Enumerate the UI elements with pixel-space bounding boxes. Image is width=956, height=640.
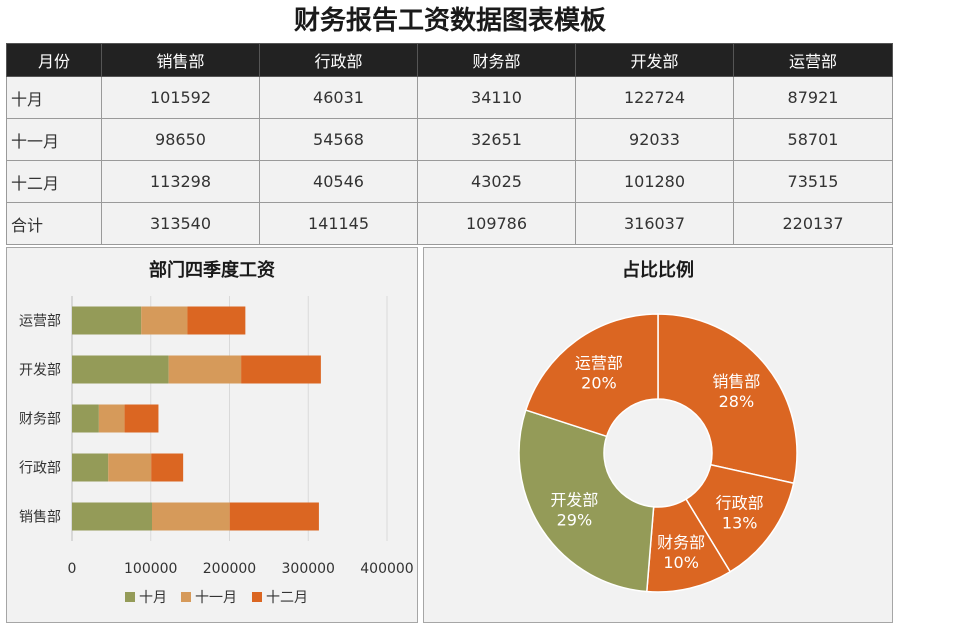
table-cell: 101592 bbox=[101, 76, 260, 119]
table-cell: 54568 bbox=[259, 118, 418, 161]
bar-segment bbox=[151, 453, 184, 482]
table-cell: 109786 bbox=[417, 202, 576, 245]
bar-segment bbox=[72, 453, 109, 482]
table-cell: 87921 bbox=[733, 76, 893, 119]
y-category-label: 财务部 bbox=[19, 412, 61, 428]
table-row: 十二月 113298 40546 43025 101280 73515 bbox=[6, 160, 893, 203]
table-cell: 40546 bbox=[259, 160, 418, 203]
donut-chart-title: 占比比例 bbox=[622, 260, 694, 281]
bar-segment bbox=[72, 404, 99, 433]
table-cell: 313540 bbox=[101, 202, 260, 245]
bar-segment bbox=[141, 306, 188, 335]
donut-slice bbox=[524, 313, 659, 438]
header-month: 月份 bbox=[6, 43, 102, 77]
legend-label: 十二月 bbox=[266, 590, 308, 606]
table-cell: 46031 bbox=[259, 76, 418, 119]
bar-chart-title: 部门四季度工资 bbox=[149, 260, 275, 281]
bar-segment bbox=[124, 404, 159, 433]
bar-chart-panel: 部门四季度工资 0 100000 200000 300000 400000 销售部 行政部 财… bbox=[6, 247, 418, 623]
header-sales: 销售部 bbox=[101, 43, 260, 77]
bar-segment bbox=[241, 355, 321, 384]
header-ops: 运营部 bbox=[733, 43, 893, 77]
bar-segment bbox=[72, 502, 153, 531]
salary-table: 月份 销售部 行政部 财务部 开发部 运营部 十月 101592 46031 3… bbox=[6, 43, 893, 245]
slice-percent-label: 13% bbox=[722, 514, 758, 533]
legend-label: 十一月 bbox=[195, 590, 237, 606]
table-cell: 101280 bbox=[575, 160, 734, 203]
bar-segment bbox=[187, 306, 246, 335]
table-header-row: 月份 销售部 行政部 财务部 开发部 运营部 bbox=[6, 43, 893, 77]
header-admin: 行政部 bbox=[259, 43, 418, 77]
header-finance: 财务部 bbox=[417, 43, 576, 77]
table-cell: 58701 bbox=[733, 118, 893, 161]
slice-label: 销售部 bbox=[712, 372, 760, 391]
table-row: 十一月 98650 54568 32651 92033 58701 bbox=[6, 118, 893, 161]
table-row: 十月 101592 46031 34110 122724 87921 bbox=[6, 76, 893, 119]
slice-label: 开发部 bbox=[550, 491, 598, 510]
slice-percent-label: 10% bbox=[663, 553, 699, 572]
slice-label: 财务部 bbox=[657, 533, 705, 552]
slice-percent-label: 28% bbox=[719, 392, 755, 411]
bar-segment bbox=[72, 306, 142, 335]
bar-chart: 0 100000 200000 300000 400000 销售部 行政部 财务部 开发部 运营部… bbox=[19, 296, 414, 606]
bar-segment bbox=[229, 502, 319, 531]
table-cell: 122724 bbox=[575, 76, 734, 119]
x-tick-label: 100000 bbox=[124, 561, 177, 577]
x-tick-label: 200000 bbox=[203, 561, 256, 577]
table-cell: 十一月 bbox=[6, 118, 102, 161]
donut-slice bbox=[657, 313, 798, 485]
table-cell: 十月 bbox=[6, 76, 102, 119]
table-cell: 141145 bbox=[259, 202, 418, 245]
donut-chart-panel: 占比比例 销售部 28% 行政部 13% 财务部 10% 开发部 29% 运营部 20% bbox=[423, 247, 893, 623]
page-title: 财务报告工资数据图表模板 bbox=[293, 6, 606, 36]
y-category-label: 销售部 bbox=[19, 510, 61, 526]
table-cell: 220137 bbox=[733, 202, 893, 245]
x-tick-label: 0 bbox=[68, 561, 77, 577]
table-cell: 32651 bbox=[417, 118, 576, 161]
header-dev: 开发部 bbox=[575, 43, 734, 77]
donut-slice bbox=[518, 409, 655, 593]
table-cell: 113298 bbox=[101, 160, 260, 203]
table-cell: 316037 bbox=[575, 202, 734, 245]
legend-label: 十月 bbox=[139, 590, 167, 606]
legend-swatch bbox=[252, 592, 262, 602]
table-cell: 34110 bbox=[417, 76, 576, 119]
table-cell: 73515 bbox=[733, 160, 893, 203]
table-cell: 合计 bbox=[6, 202, 102, 245]
x-tick-label: 300000 bbox=[282, 561, 335, 577]
y-category-label: 开发部 bbox=[19, 363, 61, 379]
bar-segment bbox=[108, 453, 152, 482]
legend-swatch bbox=[125, 592, 135, 602]
table-cell: 十二月 bbox=[6, 160, 102, 203]
table-cell: 92033 bbox=[575, 118, 734, 161]
legend-swatch bbox=[181, 592, 191, 602]
slice-percent-label: 20% bbox=[581, 374, 617, 393]
bar-segment bbox=[98, 404, 125, 433]
bar-segment bbox=[168, 355, 242, 384]
y-category-label: 运营部 bbox=[19, 314, 61, 330]
bar-segment bbox=[72, 355, 169, 384]
slice-label: 行政部 bbox=[716, 494, 764, 513]
table-cell: 43025 bbox=[417, 160, 576, 203]
slice-label: 运营部 bbox=[575, 354, 623, 373]
x-tick-label: 400000 bbox=[360, 561, 413, 577]
slice-percent-label: 29% bbox=[557, 511, 593, 530]
bar-segment bbox=[152, 502, 230, 531]
table-row-total: 合计 313540 141145 109786 316037 220137 bbox=[6, 202, 893, 245]
y-category-label: 行政部 bbox=[19, 461, 61, 477]
table-cell: 98650 bbox=[101, 118, 260, 161]
